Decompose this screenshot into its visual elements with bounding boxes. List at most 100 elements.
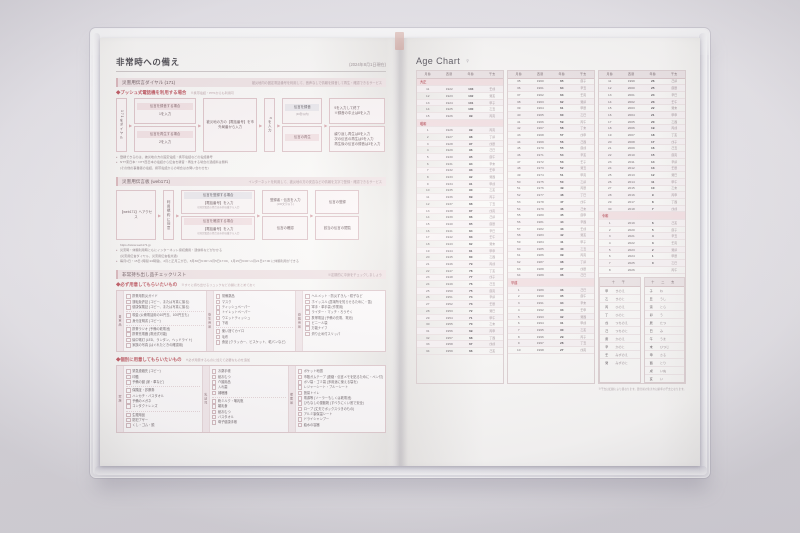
age-row[interactable]: 23 1948 77 戊子 (417, 274, 503, 282)
checklist-item[interactable]: 入れ歯 (212, 385, 286, 390)
age-row[interactable]: 42 1967 58 丁未 (508, 125, 594, 133)
age-row[interactable]: 7 2025 0 乙巳 (599, 260, 685, 267)
age-row[interactable]: 1 2019 6 己亥 (599, 220, 685, 227)
age-row[interactable]: 11 1936 89 丙子 (417, 194, 503, 201)
age-row[interactable]: 44 1969 56 己酉 (508, 138, 594, 146)
age-row[interactable]: 3 1991 34 辛未 (508, 300, 594, 307)
age-row[interactable]: 11 1999 26 己卯 (599, 79, 685, 86)
age-row[interactable]: 8 1933 92 癸酉 (417, 174, 503, 181)
checklist-table-individual[interactable]: 家族 緊急連絡先 (コピー) 印鑑 予備の鍵 (家・車など) 保険証・診察券 ハンカチ・バ… (116, 365, 386, 433)
checklist-item[interactable]: 補聴器 (212, 391, 286, 396)
age-row[interactable]: 1 1989 36 己巳 (508, 286, 594, 294)
age-row[interactable]: 6 1931 94 辛未 (417, 161, 503, 168)
age-row[interactable]: 34 1959 66 己亥 (417, 348, 503, 355)
age-row[interactable]: 32 1957 68 丁酉 (417, 335, 503, 342)
checklist-item[interactable]: 給水の容器 (298, 423, 384, 428)
age-row[interactable]: 16 1941 84 辛巳 (417, 228, 503, 235)
age-row[interactable]: 7 1995 30 乙亥 (508, 327, 594, 334)
age-row[interactable]: 25 2013 12 癸巳 (599, 172, 685, 179)
age-row[interactable]: 12 2000 25 庚辰 (599, 85, 685, 92)
age-column-2[interactable]: 月齢 西暦 年齢 干支 35 1960 65 庚子 36 1961 64 辛丑 37 1962 63… (507, 70, 595, 384)
checklist-item[interactable]: 紙おむつ (212, 375, 286, 380)
checklist-item[interactable]: 緊急連絡先 (コピー) (126, 369, 200, 374)
age-row[interactable]: 62 1987 38 丁卯 (508, 259, 594, 266)
age-row[interactable]: 24 1949 76 己丑 (417, 281, 503, 288)
checklist-item[interactable]: 印鑑 (126, 375, 200, 380)
age-row[interactable]: 39 1964 61 甲辰 (508, 105, 594, 113)
age-row[interactable]: 59 1984 41 甲子 (508, 239, 594, 246)
age-row[interactable]: 60 1985 40 乙丑 (508, 245, 594, 253)
age-row[interactable]: 14 2002 23 壬午 (599, 98, 685, 106)
checklist-item[interactable]: 介護用品 (212, 380, 286, 385)
age-row[interactable]: 27 2015 10 乙未 (599, 186, 685, 193)
age-row[interactable]: 33 1958 67 戊戌 (417, 341, 503, 349)
checklist-item[interactable]: ポケット地図 (298, 369, 384, 374)
age-row[interactable]: 17 1942 83 壬午 (417, 234, 503, 242)
checklist-item[interactable]: 万能ナイフ (305, 326, 383, 331)
checklist-item[interactable]: 食品 (クラッカー、ビスケット、乾パンなど) (216, 340, 294, 345)
age-row[interactable]: 20 2008 17 戊子 (599, 138, 685, 146)
checklist-item[interactable]: 現金 (公衆電話用の10円玉、100円玉も) (126, 313, 204, 318)
age-row[interactable]: 38 1963 62 癸卯 (508, 98, 594, 106)
age-row[interactable]: 12 1923 102 癸亥 (417, 93, 503, 100)
checklist-item[interactable]: 運転免許証 (コピー、または写真に撮る) (126, 300, 204, 305)
checklist-item[interactable]: コンタクトレンズ (126, 404, 200, 409)
age-row[interactable]: 21 2009 16 己丑 (599, 145, 685, 153)
age-row[interactable]: 37 1962 63 壬寅 (508, 92, 594, 99)
age-row[interactable]: 56 1981 44 辛酉 (508, 219, 594, 226)
age-row[interactable]: 10 1935 90 乙亥 (417, 188, 503, 195)
age-row[interactable]: 26 2014 11 甲午 (599, 178, 685, 186)
age-row[interactable]: 29 1954 71 甲午 (417, 314, 503, 322)
checklist-item[interactable]: 予備の鍵 (家・車など) (126, 380, 200, 385)
checklist-item[interactable]: アルミ製保温シート (298, 412, 384, 417)
checklist-item[interactable]: ひもなしの運動靴 (すべりにくい底で安全) (298, 401, 384, 406)
age-row[interactable]: 14 1925 100 乙丑 (417, 106, 503, 114)
age-column-1[interactable]: 月齢 西暦 年齢 干支 大正 11 1922 103 壬戌 12 1923 102 癸亥 13 19… (416, 70, 504, 384)
checklist-item[interactable]: 軍手・革手袋 (作業用) (305, 305, 383, 310)
age-row[interactable]: 8 1996 29 丙子 (508, 334, 594, 341)
age-row[interactable]: 40 1965 60 乙巳 (508, 112, 594, 119)
age-row[interactable]: 15 2003 22 癸未 (599, 105, 685, 113)
age-row[interactable]: 10 1998 27 戊寅 (508, 347, 594, 354)
age-row[interactable]: 52 1977 48 丁巳 (508, 192, 594, 199)
age-row[interactable]: 21 1946 79 丙戌 (417, 261, 503, 268)
checklist-item[interactable]: 保険証・診察券 (126, 388, 200, 393)
checklist-item[interactable]: 使い捨てカイロ (216, 329, 294, 334)
age-row[interactable]: 41 1966 59 丙午 (508, 119, 594, 126)
checklist-item[interactable]: ヘルメット・防災ずきん・帽子など (305, 294, 383, 299)
age-row[interactable]: 55 1980 45 庚申 (508, 212, 594, 220)
checklist-item[interactable]: ポリ袋・ゴミ袋 (多用途に使える袋を) (298, 380, 384, 385)
checklist-item[interactable]: ロープ (丈夫でボックスつきのもの) (298, 407, 384, 412)
age-row[interactable]: 8 2026 丙午 (599, 267, 685, 274)
checklist-item[interactable]: 紙おむつ (212, 410, 286, 415)
age-row[interactable]: 9 1934 91 甲戌 (417, 180, 503, 188)
checklist-item[interactable]: 簡易トイレ (298, 391, 384, 396)
age-row[interactable]: 18 1943 82 癸未 (417, 241, 503, 248)
checklist-item[interactable]: 健康保険証 (コピー、または写真に撮る) (126, 305, 204, 310)
age-row[interactable]: 9 1997 28 丁丑 (508, 340, 594, 348)
age-row[interactable]: 4 2022 3 壬寅 (599, 240, 685, 247)
checklist-item[interactable]: 携帯ラジオ (予備の乾電池) (126, 327, 204, 332)
age-row[interactable]: 63 1988 37 戊辰 (508, 266, 594, 273)
age-row[interactable]: 15 1940 85 庚辰 (417, 221, 503, 228)
age-row[interactable]: 49 1974 51 甲寅 (508, 172, 594, 179)
age-row[interactable]: 26 1951 74 辛卯 (417, 295, 503, 302)
checklist-table-essential[interactable]: 貴重品 携帯用防災ガイド 運転免許証 (コピー、または写真に撮る) 健康保険証 (コピ… (116, 290, 386, 353)
age-column-3[interactable]: 月齢 西暦 年齢 干支 11 1999 26 己卯 12 2000 25 庚辰 13 2001 24… (598, 70, 686, 384)
age-row[interactable]: 28 2016 9 丙申 (599, 192, 685, 199)
age-row[interactable]: 53 1978 47 戊午 (508, 199, 594, 206)
age-row[interactable]: 2 1990 35 庚午 (508, 294, 594, 301)
age-row[interactable]: 47 1972 53 壬子 (508, 159, 594, 166)
age-row[interactable]: 3 2021 4 辛丑 (599, 233, 685, 241)
age-row[interactable]: 2 2020 5 庚子 (599, 227, 685, 234)
age-row[interactable]: 19 2007 18 丁亥 (599, 132, 685, 139)
age-row[interactable]: 50 1975 50 乙卯 (508, 178, 594, 186)
age-row[interactable]: 23 2011 14 辛卯 (599, 159, 685, 166)
checklist-item[interactable]: ハンカチ・バスタオル (126, 394, 200, 399)
checklist-item[interactable]: 防犯ブザー (126, 418, 200, 423)
age-row[interactable]: 31 1956 69 丙申 (417, 328, 503, 335)
checklist-item[interactable]: バスタオル (212, 415, 286, 420)
age-row[interactable]: 28 1953 72 癸巳 (417, 308, 503, 315)
age-row[interactable]: 22 2010 15 庚寅 (599, 152, 685, 159)
checklist-item[interactable]: 毛布 (216, 335, 294, 340)
